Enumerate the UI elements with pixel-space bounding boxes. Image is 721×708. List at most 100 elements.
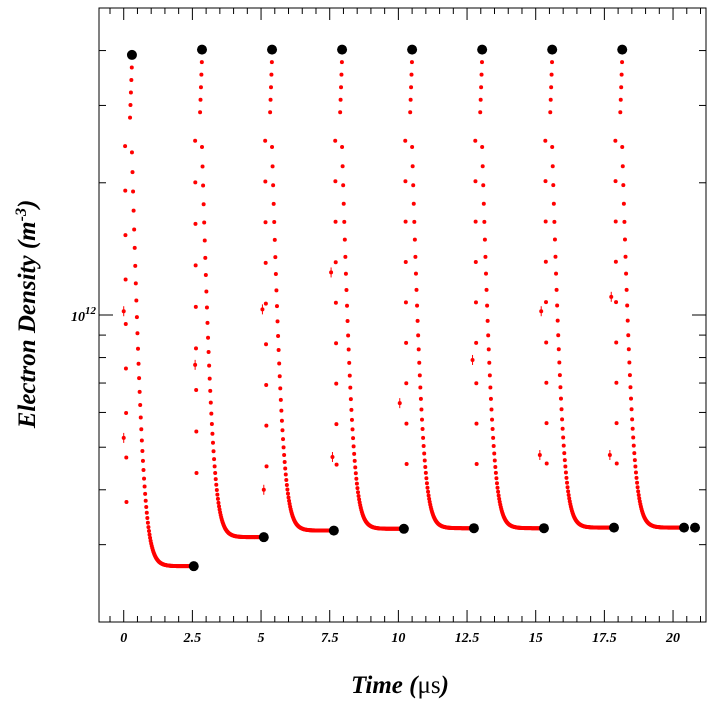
decay-point <box>558 385 563 390</box>
x-tick-label: 10 <box>391 631 405 646</box>
x-tick-label: 5 <box>258 631 265 646</box>
decay-point <box>562 451 567 456</box>
error-point <box>121 309 126 314</box>
decay-point <box>478 97 483 102</box>
decay-point <box>340 145 345 150</box>
decay-pulse-3 <box>263 47 335 533</box>
peak-marker <box>267 44 278 55</box>
decay-point <box>473 300 478 305</box>
decay-point <box>275 319 280 324</box>
decay-point <box>624 287 629 292</box>
decay-point <box>478 110 483 115</box>
decay-point <box>124 455 129 460</box>
decay-point <box>622 237 627 242</box>
decay-point <box>474 462 479 467</box>
decay-point <box>193 304 198 309</box>
decay-pulse-8 <box>613 47 685 530</box>
decay-point <box>620 60 625 65</box>
decay-point <box>403 179 408 184</box>
decay-point <box>282 453 287 458</box>
decay-point <box>277 374 282 379</box>
x-tick-label: 17.5 <box>592 631 617 646</box>
decay-point <box>340 164 345 169</box>
error-point <box>330 455 335 460</box>
decay-point <box>403 219 408 224</box>
decay-point <box>193 346 198 351</box>
decay-point <box>543 138 548 143</box>
x-tick-label: 15 <box>529 631 543 646</box>
decay-point <box>278 397 283 402</box>
decay-point <box>614 421 619 426</box>
decay-point <box>199 72 204 77</box>
decay-point <box>630 426 635 431</box>
decay-point <box>137 389 142 394</box>
decay-point <box>268 110 273 115</box>
decay-point <box>268 85 273 90</box>
decay-point <box>198 97 203 102</box>
decay-point <box>128 90 133 95</box>
decay-point <box>473 138 478 143</box>
decay-point <box>129 65 134 70</box>
decay-point <box>211 449 216 454</box>
decay-point <box>495 485 500 490</box>
decay-point <box>208 388 213 393</box>
decay-point <box>483 254 488 259</box>
decay-point <box>339 85 344 90</box>
decay-point <box>346 333 351 338</box>
decay-point <box>283 472 288 477</box>
decay-point <box>203 255 208 260</box>
decay-point <box>618 97 623 102</box>
decay-point <box>549 72 554 77</box>
decay-point <box>139 438 144 443</box>
decay-point <box>412 237 417 242</box>
decay-series-layer <box>121 47 685 569</box>
floor-marker <box>258 532 269 543</box>
decay-point <box>264 342 269 347</box>
decay-point <box>142 484 147 489</box>
decay-point <box>404 381 409 386</box>
decay-point <box>123 277 128 282</box>
decay-point <box>420 427 425 432</box>
decay-point <box>353 465 358 470</box>
decay-point <box>193 221 198 226</box>
decay-point <box>132 245 137 250</box>
decay-point <box>198 85 203 90</box>
floor-marker <box>468 523 479 534</box>
decay-point <box>206 349 211 354</box>
decay-point <box>480 145 485 150</box>
decay-point <box>543 219 548 224</box>
decay-point <box>544 461 549 466</box>
decay-point <box>349 417 354 422</box>
decay-point <box>474 340 479 345</box>
decay-point <box>345 303 350 308</box>
decay-point <box>123 188 128 193</box>
decay-point <box>474 381 479 386</box>
decay-point <box>333 300 338 305</box>
decay-point <box>214 487 219 492</box>
decay-point <box>347 360 352 365</box>
x-axis-unit: μs <box>417 672 440 699</box>
decay-point <box>145 520 150 525</box>
decay-point <box>552 237 557 242</box>
decay-point <box>123 322 128 327</box>
decay-point <box>496 493 501 498</box>
decay-point <box>404 462 409 467</box>
decay-point <box>264 382 269 387</box>
decay-point <box>202 238 207 243</box>
decay-point <box>492 458 497 463</box>
decay-point <box>558 396 563 401</box>
decay-point <box>404 340 409 345</box>
decay-point <box>349 407 354 412</box>
decay-point <box>286 495 291 500</box>
decay-point <box>133 263 138 268</box>
decay-point <box>128 115 133 120</box>
decay-point <box>544 421 549 426</box>
x-axis-title: Time (μs) <box>351 672 449 699</box>
decay-point <box>123 233 128 238</box>
decay-point <box>627 373 632 378</box>
decay-point <box>263 220 268 225</box>
floor-marker <box>538 523 549 534</box>
decay-point <box>345 318 350 323</box>
decay-point <box>199 145 204 150</box>
decay-point <box>424 481 429 486</box>
